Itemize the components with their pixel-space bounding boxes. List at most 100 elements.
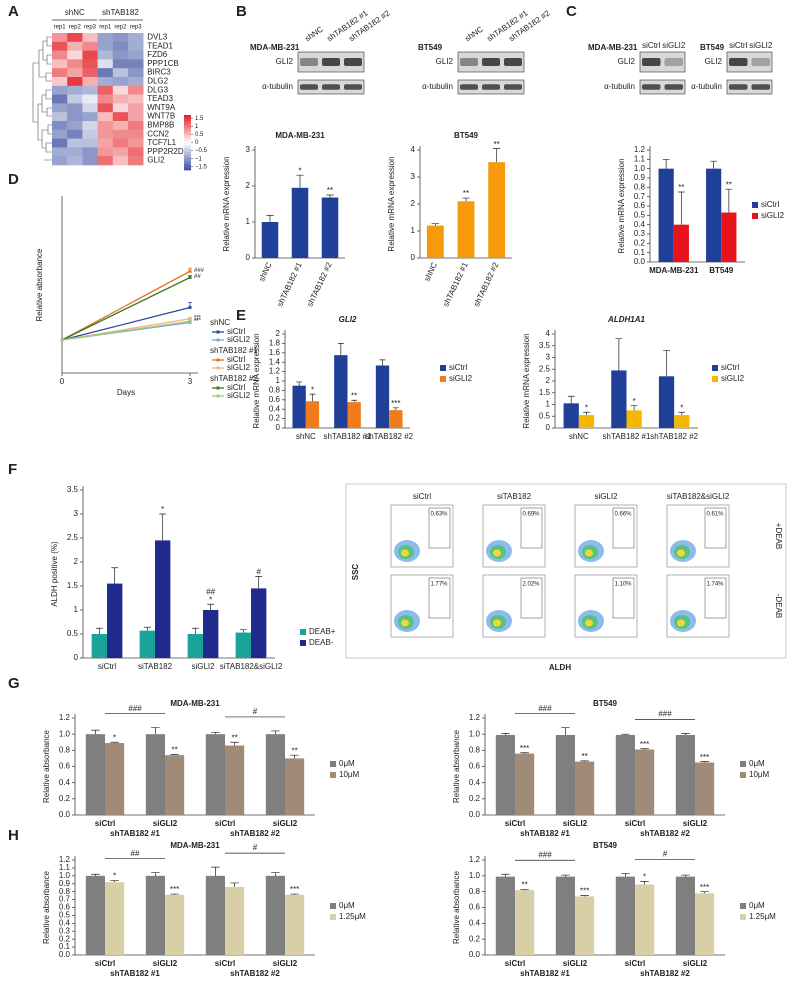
bar <box>225 886 245 955</box>
flow-gate <box>704 507 727 549</box>
x-tick-label: shNC <box>569 432 589 441</box>
x-tick-label: shTAB182 #1 <box>603 432 651 441</box>
heatmap-cell <box>112 129 129 139</box>
error-bar <box>580 895 589 897</box>
y-tick-label: 0 <box>546 423 551 432</box>
panel-label: E <box>236 307 246 324</box>
y-tick-label: 0.4 <box>59 778 71 787</box>
heatmap-cell <box>112 41 129 51</box>
heatmap-cell <box>52 129 68 139</box>
flow-column-title: siCtrl <box>413 492 431 501</box>
blot-row-label: α-tubulin <box>262 82 293 91</box>
significance-label: *** <box>194 315 202 321</box>
colorbar-label: 0 <box>195 140 199 146</box>
error-bar <box>188 319 192 322</box>
colorbar-segment <box>184 160 191 164</box>
y-axis-label: Relative absorbance <box>452 729 461 802</box>
heatmap-cell <box>52 156 68 166</box>
legend-label: 1.25μM <box>749 912 776 921</box>
bar <box>555 876 575 955</box>
flow-gate <box>428 507 451 549</box>
y-axis-label: Relative absorbance <box>42 729 51 802</box>
significance-label: *** <box>640 740 649 749</box>
bar <box>165 755 185 815</box>
heatmap-cell <box>82 59 98 69</box>
blot-band <box>729 58 748 66</box>
legend-swatch <box>440 365 446 371</box>
bar <box>334 355 348 428</box>
x-tick-label: siGLI2 <box>563 819 588 828</box>
error-bar <box>580 760 589 762</box>
y-tick-label: 0.8 <box>269 386 281 395</box>
line <box>61 306 191 341</box>
colorbar-segment <box>184 148 191 151</box>
heatmap-cell <box>112 121 129 131</box>
error-bar <box>520 752 529 754</box>
heatmap-cell <box>82 94 98 104</box>
error-bar <box>583 411 590 416</box>
bar <box>575 896 595 955</box>
heatmap-cell <box>52 77 68 87</box>
group-label: shTAB182 #2 <box>640 969 690 978</box>
heatmap-cell <box>97 77 114 87</box>
bar <box>155 540 171 658</box>
heatmap-cell <box>128 33 144 43</box>
y-tick-label: 0.0 <box>634 257 646 266</box>
y-tick-label: 1.2 <box>469 855 481 864</box>
x-tick-label: siTAB182&siGLI2 <box>220 662 283 671</box>
error-bar <box>111 567 119 584</box>
bar <box>291 187 309 258</box>
error-bar <box>95 627 103 634</box>
flow-percent: 1.74% <box>706 582 724 588</box>
heatmap-cell <box>67 59 83 69</box>
bar <box>187 634 203 658</box>
bar <box>658 376 675 428</box>
y-tick-label: 0.9 <box>634 173 646 182</box>
bar <box>285 894 305 955</box>
panel-label: D <box>8 171 19 188</box>
bar <box>145 875 165 955</box>
flow-percent: 1.10% <box>614 582 632 588</box>
significance-label: *** <box>700 753 709 762</box>
colorbar-label: −0.5 <box>195 148 208 154</box>
flow-gate <box>612 577 635 619</box>
bar <box>292 385 306 428</box>
significance-label: ** <box>494 140 500 149</box>
flow-cloud <box>493 619 501 627</box>
y-tick-label: 1.5 <box>67 581 79 590</box>
flow-percent: 0.69% <box>522 512 540 518</box>
y-tick-label: 0.4 <box>269 404 281 413</box>
heatmap-cell <box>112 85 129 95</box>
y-tick-label: 1.0 <box>59 729 71 738</box>
significance-label: *** <box>580 887 589 896</box>
lane-label: siGLI2 <box>662 41 686 50</box>
error-bar <box>271 872 280 876</box>
legend-label: 10μM <box>339 770 360 779</box>
legend-swatch <box>740 761 746 767</box>
colorbar-segment <box>184 162 191 165</box>
y-tick-label: 2 <box>411 199 416 208</box>
legend-swatch <box>712 365 718 371</box>
y-tick-label: 0.5 <box>67 629 79 638</box>
heatmap-cell <box>128 103 144 113</box>
chart-title: BT549 <box>593 841 618 850</box>
error-bar <box>561 727 570 735</box>
y-tick-label: 1.0 <box>469 871 481 880</box>
significance-label: *** <box>170 885 179 894</box>
heatmap-cell <box>52 33 68 43</box>
column-label: rep2 <box>114 25 127 31</box>
error-bar <box>296 381 303 386</box>
bar <box>674 415 690 428</box>
y-axis-label: Relative absorbance <box>452 870 461 943</box>
x-tick-label: siTAB182 <box>138 662 173 671</box>
legend-swatch <box>330 761 336 767</box>
colorbar-label: −1 <box>195 156 203 162</box>
blot-row-label: α-tubulin <box>604 82 635 91</box>
legend-swatch <box>300 640 306 646</box>
heatmap-cell <box>67 50 83 60</box>
legend-swatch <box>330 903 336 909</box>
y-tick-label: 0.8 <box>469 887 481 896</box>
colorbar-label: −1.5 <box>195 164 208 170</box>
x-tick-label: BT549 <box>709 266 734 275</box>
error-bar <box>567 395 575 404</box>
